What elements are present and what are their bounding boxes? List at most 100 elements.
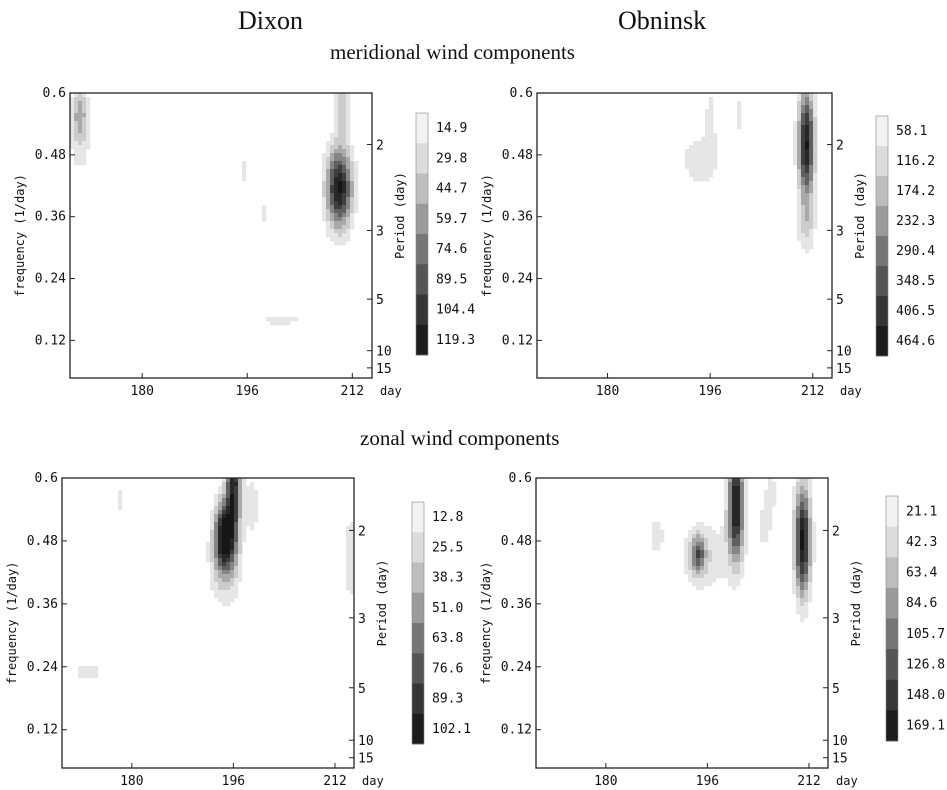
panel-dixon-meridional-cell xyxy=(326,225,331,230)
panel-obninsk-zonal-cell xyxy=(704,542,709,547)
panel-dixon-meridional-cell xyxy=(82,149,87,154)
panel-obninsk-zonal-cell xyxy=(800,602,805,607)
panel-dixon-zonal-cell xyxy=(226,558,231,563)
panel-obninsk-meridional-cell xyxy=(709,121,714,126)
panel-obninsk-zonal-cell xyxy=(804,546,809,551)
panel-obninsk-zonal-cell xyxy=(804,554,809,559)
panel-obninsk-zonal-cell xyxy=(652,530,657,535)
panel-obninsk-meridional-cell xyxy=(685,165,690,170)
panel-dixon-meridional-cell xyxy=(330,133,335,138)
panel-dixon-zonal-cell xyxy=(214,506,219,511)
panel-dixon-zonal-cell xyxy=(350,550,355,555)
panel-dixon-meridional-colorbar-swatch xyxy=(416,234,428,265)
panel-obninsk-zonal-cell xyxy=(704,558,709,563)
panel-obninsk-zonal-cell xyxy=(804,582,809,587)
panel-dixon-zonal-cell xyxy=(226,494,231,499)
panel-obninsk-meridional-cell xyxy=(797,217,802,222)
panel-dixon-meridional-cell xyxy=(338,189,343,194)
panel-dixon-meridional-cell xyxy=(82,157,87,162)
panel-obninsk-zonal-cell xyxy=(808,554,813,559)
panel-obninsk-zonal-cell xyxy=(744,542,749,547)
panel-obninsk-zonal-cell xyxy=(724,514,729,519)
panel-obninsk-meridional-cell xyxy=(809,177,814,182)
panel-dixon-zonal-cell xyxy=(218,594,223,599)
panel-dixon-zonal-xtick-label: 196 xyxy=(222,774,245,789)
panel-obninsk-meridional-cell xyxy=(813,141,818,146)
panel-dixon-meridional-cell xyxy=(342,241,347,246)
panel-dixon-zonal-cell xyxy=(254,490,259,495)
panel-obninsk-zonal-cell xyxy=(732,542,737,547)
panel-obninsk-zonal-ytick-label: 0.48 xyxy=(501,534,532,549)
panel-obninsk-zonal-cell xyxy=(712,562,717,567)
panel-dixon-meridional-cell xyxy=(342,97,347,102)
panel-dixon-meridional-cell xyxy=(342,169,347,174)
panel-dixon-zonal-cell xyxy=(234,566,239,571)
panel-obninsk-zonal-cell xyxy=(688,562,693,567)
panel-obninsk-zonal-cell xyxy=(744,506,749,511)
panel-dixon-meridional-cell xyxy=(322,173,327,178)
panel-obninsk-zonal-cell xyxy=(732,494,737,499)
panel-dixon-zonal-cell xyxy=(230,502,235,507)
panel-obninsk-zonal-cell xyxy=(736,566,741,571)
panel-dixon-zonal-cell xyxy=(350,554,355,559)
panel-dixon-zonal-cell xyxy=(218,578,223,583)
panel-dixon-meridional-cell xyxy=(334,117,339,122)
panel-obninsk-zonal-cell xyxy=(728,546,733,551)
panel-obninsk-meridional-cell xyxy=(713,157,718,162)
panel-dixon-zonal-cell xyxy=(230,590,235,595)
panel-obninsk-zonal-cell xyxy=(808,526,813,531)
panel-obninsk-zonal-cell xyxy=(708,534,713,539)
panel-obninsk-meridional-cell xyxy=(805,153,810,158)
panel-obninsk-zonal-cell xyxy=(808,558,813,563)
panel-dixon-zonal-cell xyxy=(242,538,247,543)
panel-dixon-meridional-cell xyxy=(334,157,339,162)
panel-obninsk-meridional-cell xyxy=(709,165,714,170)
panel-obninsk-zonal-cell xyxy=(696,558,701,563)
panel-obninsk-zonal-cell xyxy=(700,562,705,567)
panel-obninsk-meridional-cell xyxy=(705,161,710,166)
panel-obninsk-zonal-cell xyxy=(692,542,697,547)
panel-dixon-meridional-cell xyxy=(354,193,359,198)
panel-obninsk-meridional-cell xyxy=(705,153,710,158)
panel-obninsk-zonal-cell xyxy=(700,578,705,583)
panel-dixon-zonal-colorbar-frame xyxy=(411,501,425,745)
panel-dixon-zonal-cell xyxy=(246,502,251,507)
panel-obninsk-zonal-cell xyxy=(656,526,661,531)
panel-obninsk-zonal-cell xyxy=(812,534,817,539)
panel-obninsk-zonal-cell xyxy=(808,566,813,571)
panel-dixon-zonal-xtick-label: 180 xyxy=(120,774,143,789)
panel-obninsk-zonal-cell xyxy=(700,582,705,587)
panel-dixon-meridional-cell xyxy=(70,129,75,134)
panel-obninsk-zonal-cell xyxy=(740,546,745,551)
panel-dixon-meridional-cell xyxy=(290,317,295,322)
panel-obninsk-meridional-cell xyxy=(797,129,802,134)
panel-obninsk-zonal-cell xyxy=(812,558,817,563)
panel-obninsk-zonal-cell xyxy=(704,530,709,535)
panel-obninsk-zonal-cell xyxy=(700,570,705,575)
panel-dixon-meridional-cell xyxy=(330,173,335,178)
panel-dixon-zonal-cell xyxy=(226,510,231,515)
panel-obninsk-meridional-cell xyxy=(801,205,806,210)
panel-obninsk-meridional-cell xyxy=(805,229,810,234)
panel-obninsk-meridional-cell xyxy=(705,169,710,174)
panel-obninsk-zonal-cell xyxy=(704,538,709,543)
panel-dixon-meridional-cell xyxy=(78,117,83,122)
panel-dixon-zonal-cell xyxy=(254,510,259,515)
panel-dixon-zonal-cell xyxy=(234,578,239,583)
panel-obninsk-zonal-cell xyxy=(792,522,797,527)
panel-dixon-meridional-xtick-label: 196 xyxy=(236,384,259,399)
panel-obninsk-meridional-cell xyxy=(805,237,810,242)
panel-dixon-meridional-cell xyxy=(74,157,79,162)
panel-obninsk-zonal-cell xyxy=(708,542,713,547)
panel-obninsk-zonal-cell xyxy=(768,482,773,487)
panel-obninsk-meridional-cell xyxy=(797,185,802,190)
panel-dixon-zonal-cell xyxy=(118,490,123,495)
panel-dixon-zonal-cell xyxy=(230,598,235,603)
panel-obninsk-zonal-cell xyxy=(660,534,665,539)
panel-dixon-zonal-cell xyxy=(118,494,123,499)
panel-obninsk-meridional-cell xyxy=(813,101,818,106)
panel-obninsk-meridional-cell xyxy=(805,209,810,214)
panel-dixon-zonal-cell xyxy=(230,546,235,551)
panel-dixon-zonal-cell xyxy=(250,526,255,531)
panel-dixon-zonal-colorbar-label: 76.6 xyxy=(432,661,463,676)
